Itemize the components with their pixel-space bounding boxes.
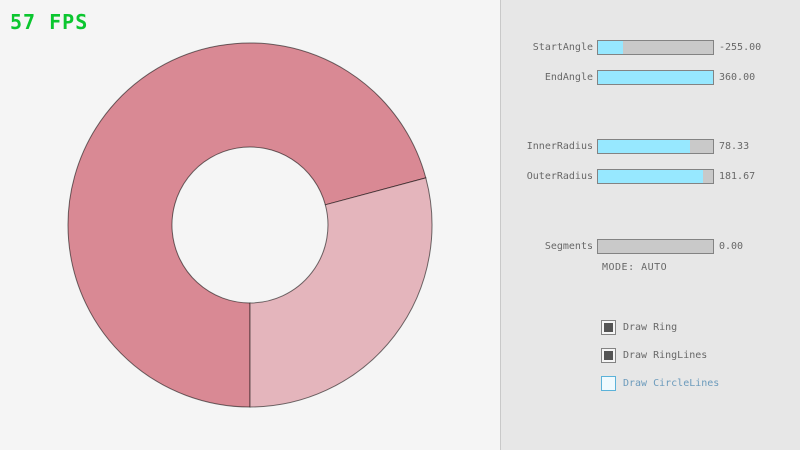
inner-radius-slider-fill xyxy=(598,140,690,153)
draw-circlelines-checkbox[interactable] xyxy=(601,376,616,391)
end-angle-slider[interactable] xyxy=(597,70,714,85)
ring-sector-light xyxy=(249,177,433,408)
outer-radius-slider[interactable] xyxy=(597,169,714,184)
inner-radius-value: 78.33 xyxy=(719,141,750,152)
checkbox-check-mark xyxy=(604,379,613,388)
outer-radius-value: 181.67 xyxy=(719,171,756,182)
end-angle-slider-fill xyxy=(598,71,713,84)
outer-radius-label: OuterRadius xyxy=(526,171,593,182)
end-angle-label: EndAngle xyxy=(544,72,593,83)
checkbox-check-mark xyxy=(604,323,613,332)
checkbox-draw-ringlines[interactable]: Draw RingLines xyxy=(601,348,707,363)
slider-row-outer-radius: OuterRadius 181.67 xyxy=(501,169,800,184)
segments-slider[interactable] xyxy=(597,239,714,254)
segments-mode-text: MODE: AUTO xyxy=(602,262,668,273)
outer-radius-slider-fill xyxy=(598,170,703,183)
draw-ringlines-label: Draw RingLines xyxy=(623,350,708,361)
checkbox-check-mark xyxy=(604,351,613,360)
inner-radius-label: InnerRadius xyxy=(526,141,593,152)
draw-ring-label: Draw Ring xyxy=(623,322,678,333)
start-angle-slider-fill xyxy=(598,41,624,54)
controls-panel: StartAngle -255.00 EndAngle 360.00 Inner… xyxy=(500,0,800,450)
draw-ring-checkbox[interactable] xyxy=(601,320,616,335)
ring-graphic xyxy=(67,42,433,408)
slider-row-start-angle: StartAngle -255.00 xyxy=(501,40,800,55)
segments-label: Segments xyxy=(544,241,593,252)
checkbox-draw-ring[interactable]: Draw Ring xyxy=(601,320,677,335)
start-angle-value: -255.00 xyxy=(719,42,762,53)
slider-row-segments: Segments 0.00 xyxy=(501,239,800,254)
slider-row-end-angle: EndAngle 360.00 xyxy=(501,70,800,85)
draw-ringlines-checkbox[interactable] xyxy=(601,348,616,363)
start-angle-label: StartAngle xyxy=(532,42,593,53)
slider-row-inner-radius: InnerRadius 78.33 xyxy=(501,139,800,154)
inner-radius-slider[interactable] xyxy=(597,139,714,154)
start-angle-slider[interactable] xyxy=(597,40,714,55)
ring-sector-dark xyxy=(67,42,427,408)
segments-value: 0.00 xyxy=(719,241,744,252)
end-angle-value: 360.00 xyxy=(719,72,756,83)
fps-counter: 57 FPS xyxy=(10,10,89,34)
checkbox-draw-circlelines[interactable]: Draw CircleLines xyxy=(601,376,719,391)
draw-circlelines-label: Draw CircleLines xyxy=(623,378,720,389)
